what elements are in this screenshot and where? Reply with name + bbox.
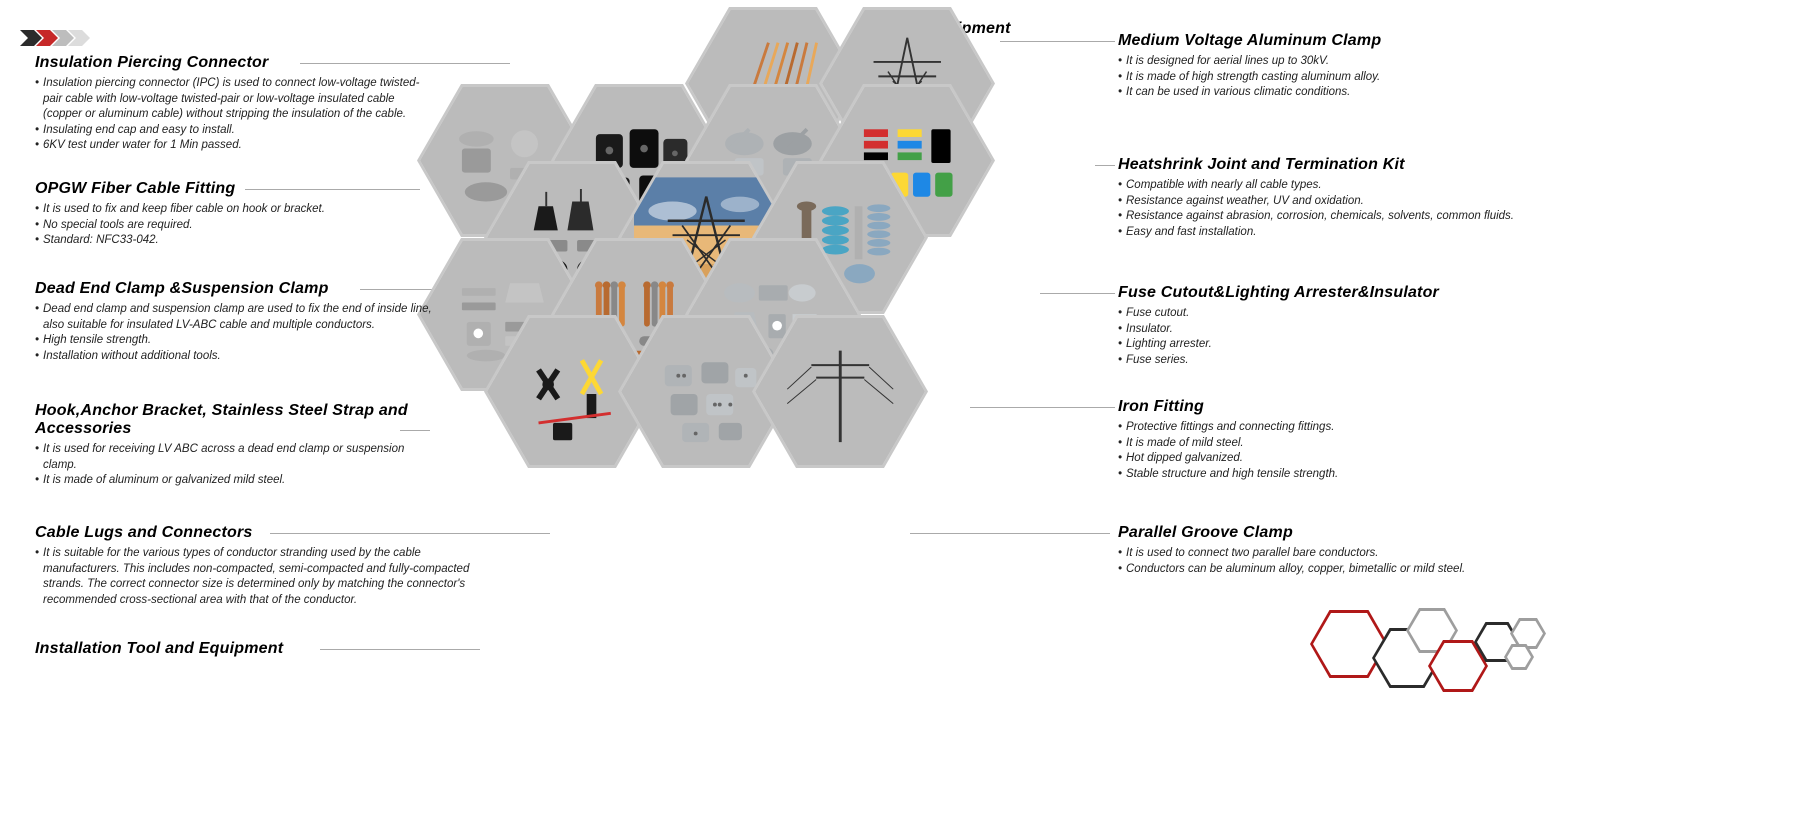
bullet: It is made of mild steel. bbox=[1118, 436, 1538, 452]
section-title: Insulation Piercing Connector bbox=[35, 54, 435, 72]
arrow-badge-svg bbox=[20, 30, 100, 46]
bullet: Installation without additional tools. bbox=[35, 349, 435, 365]
section-title: Installation Tool and Equipment bbox=[35, 640, 435, 658]
section-title: Medium Voltage Aluminum Clamp bbox=[1118, 32, 1538, 50]
section: Heatshrink Joint and Termination Kit Comp… bbox=[1118, 156, 1538, 240]
arrow-badge bbox=[20, 30, 100, 46]
section: Fuse Cutout&Lighting Arrester&Insulator F… bbox=[1118, 284, 1538, 368]
bullet: It is made of high strength casting alum… bbox=[1118, 70, 1538, 86]
section-bullets: Protective fittings and connecting fitti… bbox=[1118, 420, 1538, 482]
bullet: It is used for receiving LV ABC across a… bbox=[35, 442, 435, 473]
bullet: Insulator. bbox=[1118, 322, 1538, 338]
section: Cable Lugs and Connectors It is suitable … bbox=[35, 524, 485, 608]
bullet: It can be used in various climatic condi… bbox=[1118, 85, 1538, 101]
section-bullets: It is used to fix and keep fiber cable o… bbox=[35, 202, 435, 249]
section-bullets: Dead end clamp and suspension clamp are … bbox=[35, 302, 435, 364]
bullet: It is made of aluminum or galvanized mil… bbox=[35, 473, 435, 489]
section: OPGW Fiber Cable Fitting It is used to fi… bbox=[35, 180, 435, 249]
bullet: High tensile strength. bbox=[35, 333, 435, 349]
section-title: Iron Fitting bbox=[1118, 398, 1538, 416]
section-title: OPGW Fiber Cable Fitting bbox=[35, 180, 435, 198]
section-bullets: It is used for receiving LV ABC across a… bbox=[35, 442, 435, 489]
hex-content bbox=[768, 329, 913, 454]
bullet: Insulation piercing connector (IPC) is u… bbox=[35, 76, 435, 123]
bullet: It is used to fix and keep fiber cable o… bbox=[35, 202, 435, 218]
bullet: It is suitable for the various types of … bbox=[35, 546, 485, 608]
deco-hex-cluster bbox=[1310, 600, 1570, 710]
section-title: Fuse Cutout&Lighting Arrester&Insulator bbox=[1118, 284, 1538, 302]
bullet: Protective fittings and connecting fitti… bbox=[1118, 420, 1538, 436]
section: Dead End Clamp &Suspension Clamp Dead end… bbox=[35, 280, 435, 364]
section-bullets: It is suitable for the various types of … bbox=[35, 546, 485, 608]
section-bullets: It is designed for aerial lines up to 30… bbox=[1118, 54, 1538, 101]
bullet: It is designed for aerial lines up to 30… bbox=[1118, 54, 1538, 70]
section-title: Parallel Groove Clamp bbox=[1118, 524, 1538, 542]
section-title: Dead End Clamp &Suspension Clamp bbox=[35, 280, 435, 298]
section-bullets: Compatible with nearly all cable types.R… bbox=[1118, 178, 1538, 240]
section-title: Hook,Anchor Bracket, Stainless Steel Str… bbox=[35, 402, 435, 438]
bullet: Fuse series. bbox=[1118, 353, 1538, 369]
hex-grid bbox=[420, 10, 1120, 710]
bullet: Fuse cutout. bbox=[1118, 306, 1538, 322]
section: Installation Tool and Equipment bbox=[35, 640, 435, 662]
section-title: Cable Lugs and Connectors bbox=[35, 524, 485, 542]
section: Medium Voltage Aluminum Clamp It is desig… bbox=[1118, 32, 1538, 101]
bullet: Dead end clamp and suspension clamp are … bbox=[35, 302, 435, 333]
section-bullets: Insulation piercing connector (IPC) is u… bbox=[35, 76, 435, 154]
bullet: It is used to connect two parallel bare … bbox=[1118, 546, 1538, 562]
section-title: Heatshrink Joint and Termination Kit bbox=[1118, 156, 1538, 174]
section: Insulation Piercing Connector Insulation … bbox=[35, 54, 435, 154]
section: Iron Fitting Protective fittings and conn… bbox=[1118, 398, 1538, 482]
bullet: Lighting arrester. bbox=[1118, 337, 1538, 353]
bullet: Insulating end cap and easy to install. bbox=[35, 123, 435, 139]
bullet: Easy and fast installation. bbox=[1118, 225, 1538, 241]
bullet: Resistance against abrasion, corrosion, … bbox=[1118, 209, 1538, 225]
bullet: Standard: NFC33-042. bbox=[35, 233, 435, 249]
bullet: No special tools are required. bbox=[35, 218, 435, 234]
bullet: Compatible with nearly all cable types. bbox=[1118, 178, 1538, 194]
bullet: Conductors can be aluminum alloy, copper… bbox=[1118, 562, 1538, 578]
section: Hook,Anchor Bracket, Stainless Steel Str… bbox=[35, 402, 435, 489]
section-bullets: It is used to connect two parallel bare … bbox=[1118, 546, 1538, 577]
bullet: Resistance against weather, UV and oxida… bbox=[1118, 194, 1538, 210]
section-bullets: Fuse cutout.Insulator.Lighting arrester.… bbox=[1118, 306, 1538, 368]
bullet: 6KV test under water for 1 Min passed. bbox=[35, 138, 435, 154]
bullet: Stable structure and high tensile streng… bbox=[1118, 467, 1538, 483]
section: Parallel Groove Clamp It is used to conne… bbox=[1118, 524, 1538, 577]
bullet: Hot dipped galvanized. bbox=[1118, 451, 1538, 467]
